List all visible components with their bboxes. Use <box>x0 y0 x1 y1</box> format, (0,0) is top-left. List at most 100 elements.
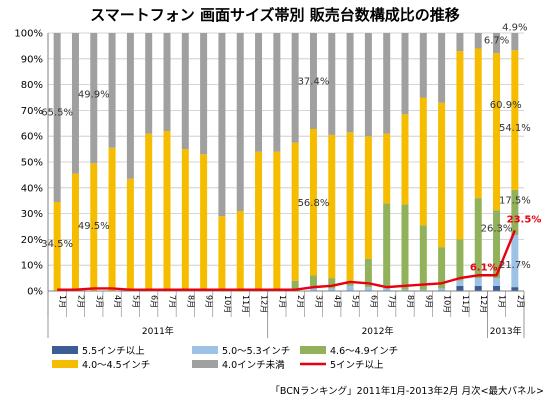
x-tick-label: 7月 <box>168 295 177 308</box>
x-tick-label: 6月 <box>369 295 378 308</box>
bar-segment <box>236 33 244 212</box>
bar-segment <box>419 289 427 291</box>
bar-segment <box>163 131 171 291</box>
data-label: 23.5% <box>507 215 542 226</box>
bar-segment <box>309 275 317 289</box>
x-tick-label: 3月 <box>95 295 104 308</box>
x-tick-label: 1月 <box>498 295 507 308</box>
bar-segment <box>364 136 372 259</box>
bar-segment <box>511 235 519 288</box>
x-tick-label: 11月 <box>461 295 470 313</box>
bar-segment <box>181 149 189 291</box>
bar-segment <box>511 287 519 291</box>
line-series-5inch-plus <box>57 229 516 291</box>
legend-label: 4.0インチ未満 <box>222 359 285 371</box>
bar-segment <box>474 48 482 199</box>
bar-segment <box>401 204 409 290</box>
data-label: 4.9% <box>502 22 527 33</box>
source-note: 「BCNランキング」2011年1月-2013年2月 月次<最大パネル> <box>270 385 544 397</box>
bar-segment <box>328 134 336 279</box>
x-tick-label: 1月 <box>278 295 287 308</box>
data-label: 26.3% <box>481 224 513 235</box>
bar-segment <box>493 210 501 279</box>
x-tick-label: 12月 <box>479 295 488 313</box>
x-tick-label: 4月 <box>113 295 122 308</box>
data-label: 54.1% <box>499 123 531 134</box>
legend: 5.5インチ以上 5.0〜5.3インチ 4.6〜4.9インチ 4.0〜4.5インチ 4.… <box>52 346 398 371</box>
bar-segment <box>493 278 501 286</box>
x-tick-label: 5月 <box>131 295 140 308</box>
x-tick-label: 3月 <box>314 295 323 308</box>
y-tick-label: 30% <box>21 209 43 220</box>
bar-segment <box>108 147 116 291</box>
x-tick-label: 10月 <box>223 295 232 313</box>
bar-segment <box>346 285 354 291</box>
x-tick-label: 2月 <box>516 295 525 308</box>
x-tick-label: 8月 <box>406 295 415 308</box>
bar-segment <box>90 33 98 164</box>
bar-segment <box>456 285 464 291</box>
bar-segment <box>163 33 171 132</box>
bar-segment <box>511 33 519 51</box>
data-label: 60.9% <box>490 100 522 111</box>
bar-segment <box>291 33 299 143</box>
x-tick-label: 8月 <box>186 295 195 308</box>
bar-segment <box>218 33 226 217</box>
bar-segment <box>456 33 464 52</box>
bar-segment <box>181 33 189 150</box>
y-tick-label: 10% <box>21 261 43 272</box>
bar-segment <box>71 33 79 174</box>
data-label: 65.5% <box>41 108 73 119</box>
axes: 0% 10% 20% 30% 40% 50% 60% 70% 80% 90% 100% 1月 2月 3月 4… <box>14 29 525 338</box>
legend-swatch <box>52 360 78 368</box>
data-label: 49.5% <box>78 221 110 232</box>
bar-segment <box>401 289 409 291</box>
y-tick-label: 40% <box>21 183 43 194</box>
data-label: 6.7% <box>484 35 509 46</box>
bar-segment <box>346 132 354 281</box>
y-tick-label: 90% <box>21 54 43 65</box>
y-tick-label: 20% <box>21 235 43 246</box>
y-tick-label: 60% <box>21 132 43 143</box>
y-tick-label: 70% <box>21 106 43 117</box>
bar-segment <box>401 114 409 205</box>
bar-segment <box>474 33 482 49</box>
legend-swatch <box>192 360 218 368</box>
x-tick-label: 5月 <box>351 295 360 308</box>
legend-swatch <box>192 346 218 354</box>
year-label: 2013年 <box>490 325 522 337</box>
bar-segment <box>346 280 354 286</box>
year-label: 2011年 <box>142 325 174 337</box>
bar-segment <box>383 33 391 134</box>
bar-segment <box>493 53 501 211</box>
bar-segment <box>53 201 61 291</box>
bar-segment <box>218 216 226 291</box>
bar-segment <box>383 288 391 291</box>
bar-segment <box>273 151 281 291</box>
bar-segment <box>309 33 317 129</box>
data-label: 34.5% <box>41 239 73 250</box>
bar-segment <box>328 33 336 135</box>
bar-segment <box>474 198 482 279</box>
bar-segment <box>328 278 336 289</box>
bar-segment <box>145 33 153 134</box>
bar-segment <box>346 33 354 133</box>
legend-swatch <box>300 346 326 354</box>
grid <box>48 32 524 266</box>
data-label: 56.8% <box>298 198 330 209</box>
bar-segment <box>493 33 501 54</box>
chart-title: スマートフォン 画面サイズ帯別 販売台数構成比の推移 <box>90 6 460 24</box>
bar-segment <box>364 287 372 291</box>
x-tick-label: 11月 <box>241 295 250 313</box>
x-tick-label: 12月 <box>260 295 269 313</box>
bar-segment <box>383 203 391 289</box>
legend-swatch <box>52 346 78 354</box>
bar-segment <box>53 33 61 202</box>
bar-segment <box>438 247 446 289</box>
bar-segment <box>511 189 519 236</box>
bar-segment <box>438 102 446 248</box>
bar-segment <box>309 128 317 276</box>
bar-segment <box>383 133 391 204</box>
bar-segment <box>419 33 427 98</box>
